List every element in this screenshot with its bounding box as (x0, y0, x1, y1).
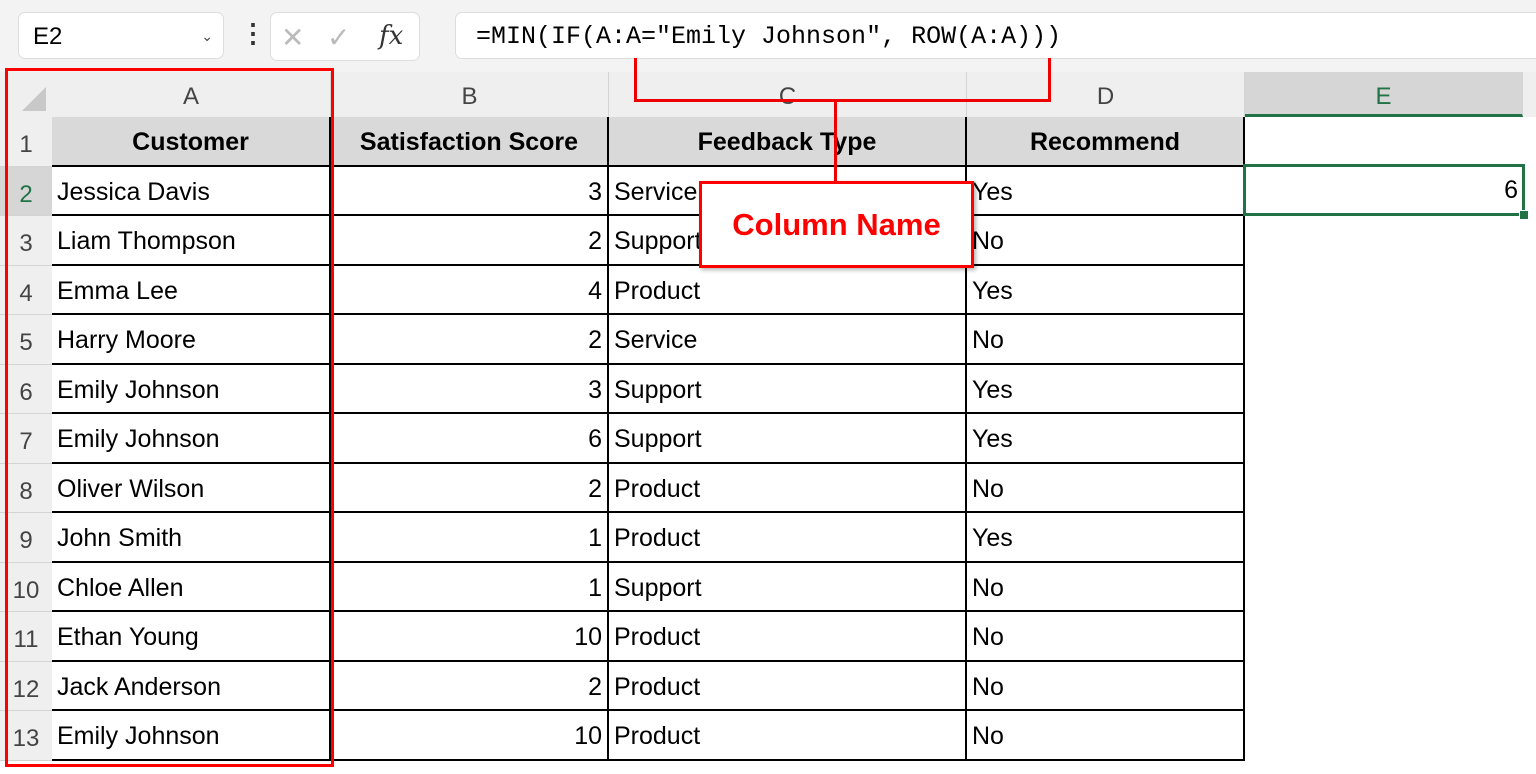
callout-column-name: Column Name (699, 181, 974, 268)
score-cell[interactable]: 2 (331, 661, 609, 711)
score-cell[interactable]: 6 (331, 414, 609, 464)
recommend-cell[interactable]: No (967, 216, 1245, 266)
customer-cell[interactable]: Ethan Young (52, 612, 331, 662)
column-header-f[interactable] (1523, 72, 1536, 117)
row-header-5[interactable]: 5 (0, 315, 52, 365)
recommend-cell[interactable]: Yes (967, 265, 1245, 315)
feedback-type-cell[interactable]: Support (609, 562, 967, 612)
customer-cell[interactable]: Jack Anderson (52, 661, 331, 711)
feedback-type-cell[interactable]: Support (609, 364, 967, 414)
feedback-type-cell[interactable]: Product (609, 463, 967, 513)
customer-cell[interactable]: Emily Johnson (52, 364, 331, 414)
customer-cell[interactable]: Emily Johnson (52, 711, 331, 761)
score-cell[interactable]: 3 (331, 166, 609, 216)
recommend-cell[interactable]: No (967, 661, 1245, 711)
header-cell[interactable]: Customer (52, 117, 331, 167)
column-a-highlight (5, 68, 334, 767)
bracket-right (1048, 58, 1051, 102)
formula-buttons: ✕ ✓ fx (270, 12, 420, 61)
recommend-cell[interactable]: No (967, 315, 1245, 365)
column-header-b[interactable]: B (331, 72, 609, 117)
score-cell[interactable]: 4 (331, 265, 609, 315)
row-header-11[interactable]: 11 (0, 612, 52, 662)
column-header-e[interactable]: E (1245, 72, 1523, 117)
score-cell[interactable]: 2 (331, 216, 609, 266)
feedback-type-cell[interactable]: Service (609, 315, 967, 365)
recommend-cell[interactable]: Yes (967, 414, 1245, 464)
selected-cell-e2[interactable]: 6 (1243, 164, 1529, 220)
callout-connector (834, 100, 837, 182)
customer-cell[interactable]: Liam Thompson (52, 216, 331, 266)
recommend-cell[interactable]: No (967, 463, 1245, 513)
row-header-12[interactable]: 12 (0, 661, 52, 711)
feedback-type-cell[interactable]: Product (609, 612, 967, 662)
select-all-button[interactable] (0, 72, 52, 117)
customer-cell[interactable]: Emily Johnson (52, 414, 331, 464)
recommend-cell[interactable]: Yes (967, 513, 1245, 563)
feedback-type-cell[interactable]: Product (609, 265, 967, 315)
row-header-3[interactable]: 3 (0, 216, 52, 266)
feedback-type-cell[interactable]: Product (609, 513, 967, 563)
feedback-type-cell[interactable]: Product (609, 711, 967, 761)
row-header-13[interactable]: 13 (0, 711, 52, 761)
feedback-type-cell[interactable]: Support (609, 414, 967, 464)
recommend-cell[interactable]: No (967, 562, 1245, 612)
recommend-cell[interactable]: No (967, 711, 1245, 761)
column-header-d[interactable]: D (967, 72, 1245, 117)
score-cell[interactable]: 2 (331, 463, 609, 513)
header-cell[interactable]: Recommend (967, 117, 1245, 167)
feedback-type-cell[interactable]: Product (609, 661, 967, 711)
row-header-6[interactable]: 6 (0, 364, 52, 414)
row-header-7[interactable]: 7 (0, 414, 52, 464)
customer-cell[interactable]: Harry Moore (52, 315, 331, 365)
row-header-1[interactable]: 1 (0, 117, 52, 167)
score-cell[interactable]: 1 (331, 562, 609, 612)
formula-input[interactable]: =MIN(IF(A:A="Emily Johnson", ROW(A:A))) (455, 12, 1536, 59)
column-header-c[interactable]: C (609, 72, 967, 117)
row-header-8[interactable]: 8 (0, 463, 52, 513)
recommend-cell[interactable]: Yes (967, 166, 1245, 216)
score-cell[interactable]: 2 (331, 315, 609, 365)
recommend-cell[interactable]: Yes (967, 364, 1245, 414)
score-cell[interactable]: 1 (331, 513, 609, 563)
row-header-9[interactable]: 9 (0, 513, 52, 563)
fx-icon[interactable]: fx (379, 21, 404, 51)
customer-cell[interactable]: Emma Lee (52, 265, 331, 315)
customer-cell[interactable]: John Smith (52, 513, 331, 563)
customer-cell[interactable]: Chloe Allen (52, 562, 331, 612)
customer-cell[interactable]: Oliver Wilson (52, 463, 331, 513)
name-box[interactable]: E2 ⌄ (18, 12, 224, 59)
bracket-left (634, 58, 637, 102)
score-cell[interactable]: 3 (331, 364, 609, 414)
customer-cell[interactable]: Jessica Davis (52, 166, 331, 216)
name-box-value: E2 (33, 23, 63, 50)
score-cell[interactable]: 10 (331, 612, 609, 662)
x-icon[interactable]: ✕ (281, 22, 305, 53)
score-cell[interactable]: 10 (331, 711, 609, 761)
header-cell[interactable]: Satisfaction Score (331, 117, 609, 167)
row-header-10[interactable]: 10 (0, 562, 52, 612)
check-icon[interactable]: ✓ (327, 22, 351, 53)
more-options-icon[interactable]: ⋮ (240, 18, 266, 48)
row-header-2[interactable]: 2 (0, 166, 52, 216)
chevron-down-icon[interactable]: ⌄ (201, 28, 213, 44)
column-header-a[interactable]: A (52, 72, 331, 117)
header-cell[interactable]: Feedback Type (609, 117, 967, 167)
row-header-4[interactable]: 4 (0, 265, 52, 315)
recommend-cell[interactable]: No (967, 612, 1245, 662)
bracket-bottom (634, 99, 1051, 102)
